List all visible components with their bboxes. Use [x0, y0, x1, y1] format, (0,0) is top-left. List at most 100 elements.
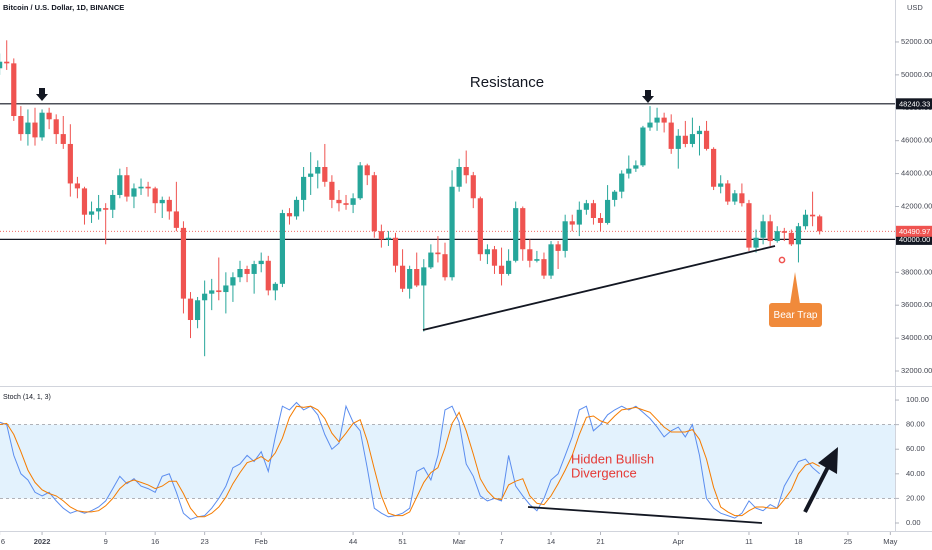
candle-body	[484, 249, 491, 255]
candle-body	[470, 175, 476, 199]
candle-body	[81, 188, 88, 215]
candle-body	[315, 166, 321, 174]
candle-body	[209, 290, 215, 294]
candle-body	[258, 260, 264, 265]
x-tick-label: 14	[547, 537, 555, 546]
trendline	[422, 245, 776, 331]
candle-body	[216, 290, 222, 293]
stoch-line	[0, 405, 820, 518]
candle-body	[682, 135, 688, 144]
candle-body	[53, 119, 59, 135]
candle-body	[117, 175, 123, 195]
candle-body	[138, 186, 144, 189]
candle-body	[442, 254, 448, 278]
arrow-shaft	[803, 464, 831, 513]
candle-body	[562, 221, 568, 251]
x-tick-label: Apr	[672, 537, 684, 546]
y-tick-label: 80.00	[906, 420, 925, 429]
divergence-label: Divergence	[571, 465, 637, 480]
candle-body	[67, 143, 73, 184]
x-tick-label: 44	[349, 537, 357, 546]
candle-body	[456, 166, 462, 187]
y-tick-label: 32000.00	[901, 366, 932, 375]
candle-body	[166, 199, 172, 212]
candle-body	[131, 188, 137, 197]
candle-body	[187, 298, 194, 321]
bear-trap-marker	[778, 256, 786, 264]
candle-body	[88, 211, 95, 215]
y-tick-label: 60.00	[906, 444, 925, 453]
x-tick-label: Feb	[255, 537, 268, 546]
candle-body	[96, 208, 102, 212]
candle-body	[583, 203, 589, 210]
arrow-head	[818, 447, 838, 474]
candle-body	[11, 63, 17, 116]
candle-body	[4, 61, 10, 64]
candle-body	[654, 117, 660, 123]
candle-body	[449, 186, 455, 278]
x-tick-label: 6	[1, 537, 5, 546]
y-tick-label: 38000.00	[901, 267, 932, 276]
candle-body	[103, 208, 109, 210]
candle-body	[781, 231, 787, 233]
y-tick-label: 0.00	[906, 518, 921, 527]
y-tick-label: 46000.00	[901, 136, 932, 145]
level-label: 48240.33	[899, 99, 930, 108]
candle-body	[711, 148, 717, 187]
level-tag	[896, 98, 932, 110]
callout-pointer	[790, 272, 800, 304]
y-tick-label: 36000.00	[901, 300, 932, 309]
candle-body	[520, 208, 526, 250]
bear-trap-label: Bear Trap	[774, 310, 818, 321]
candle-body	[661, 117, 667, 123]
candle-body	[534, 259, 540, 261]
divergence-label: Hidden Bullish	[571, 451, 654, 466]
candle-body	[689, 134, 696, 144]
candle-body	[696, 130, 703, 135]
currency: USD	[907, 3, 923, 12]
x-tick-label: 16	[151, 537, 159, 546]
candle-body	[802, 214, 809, 227]
candle-body	[675, 135, 681, 149]
candle-body	[244, 269, 250, 274]
band	[0, 424, 895, 499]
candle-body	[633, 165, 639, 169]
candle-body	[569, 221, 575, 225]
level-label: 40000.00	[899, 235, 930, 244]
candle-body	[718, 183, 724, 187]
candle-body	[159, 199, 165, 204]
candle-body	[46, 112, 52, 120]
candle-body	[809, 214, 816, 217]
candle-body	[350, 198, 356, 205]
candle-body	[152, 188, 158, 204]
divergence-line	[527, 506, 763, 524]
candle-body	[604, 199, 611, 223]
candle-body	[194, 300, 201, 321]
candle-body	[251, 264, 257, 274]
candle-body	[39, 112, 45, 138]
candle-body	[548, 244, 554, 276]
candle-body	[202, 293, 208, 301]
candle-body	[506, 260, 512, 274]
candle-body	[392, 237, 399, 266]
level-tag	[896, 233, 932, 245]
y-tick-label: 20.00	[906, 493, 925, 502]
candle-body	[265, 260, 271, 291]
y-tick-label: 34000.00	[901, 333, 932, 342]
candle-body	[364, 165, 370, 176]
candle-body	[230, 277, 236, 286]
resistance-label: Resistance	[470, 74, 544, 91]
chart-title: Bitcoin / U.S. Dollar, 1D, BINANCE	[3, 3, 124, 12]
candle-body	[343, 203, 349, 205]
y-tick-label: 40.00	[906, 469, 925, 478]
candle-body	[173, 211, 179, 228]
candle-body	[32, 122, 38, 138]
last-price-tag	[896, 225, 932, 237]
candle-body	[18, 115, 24, 135]
candle-body	[329, 181, 335, 200]
candle-body	[279, 213, 286, 284]
candle-body	[640, 127, 646, 166]
candle-body	[385, 237, 392, 240]
